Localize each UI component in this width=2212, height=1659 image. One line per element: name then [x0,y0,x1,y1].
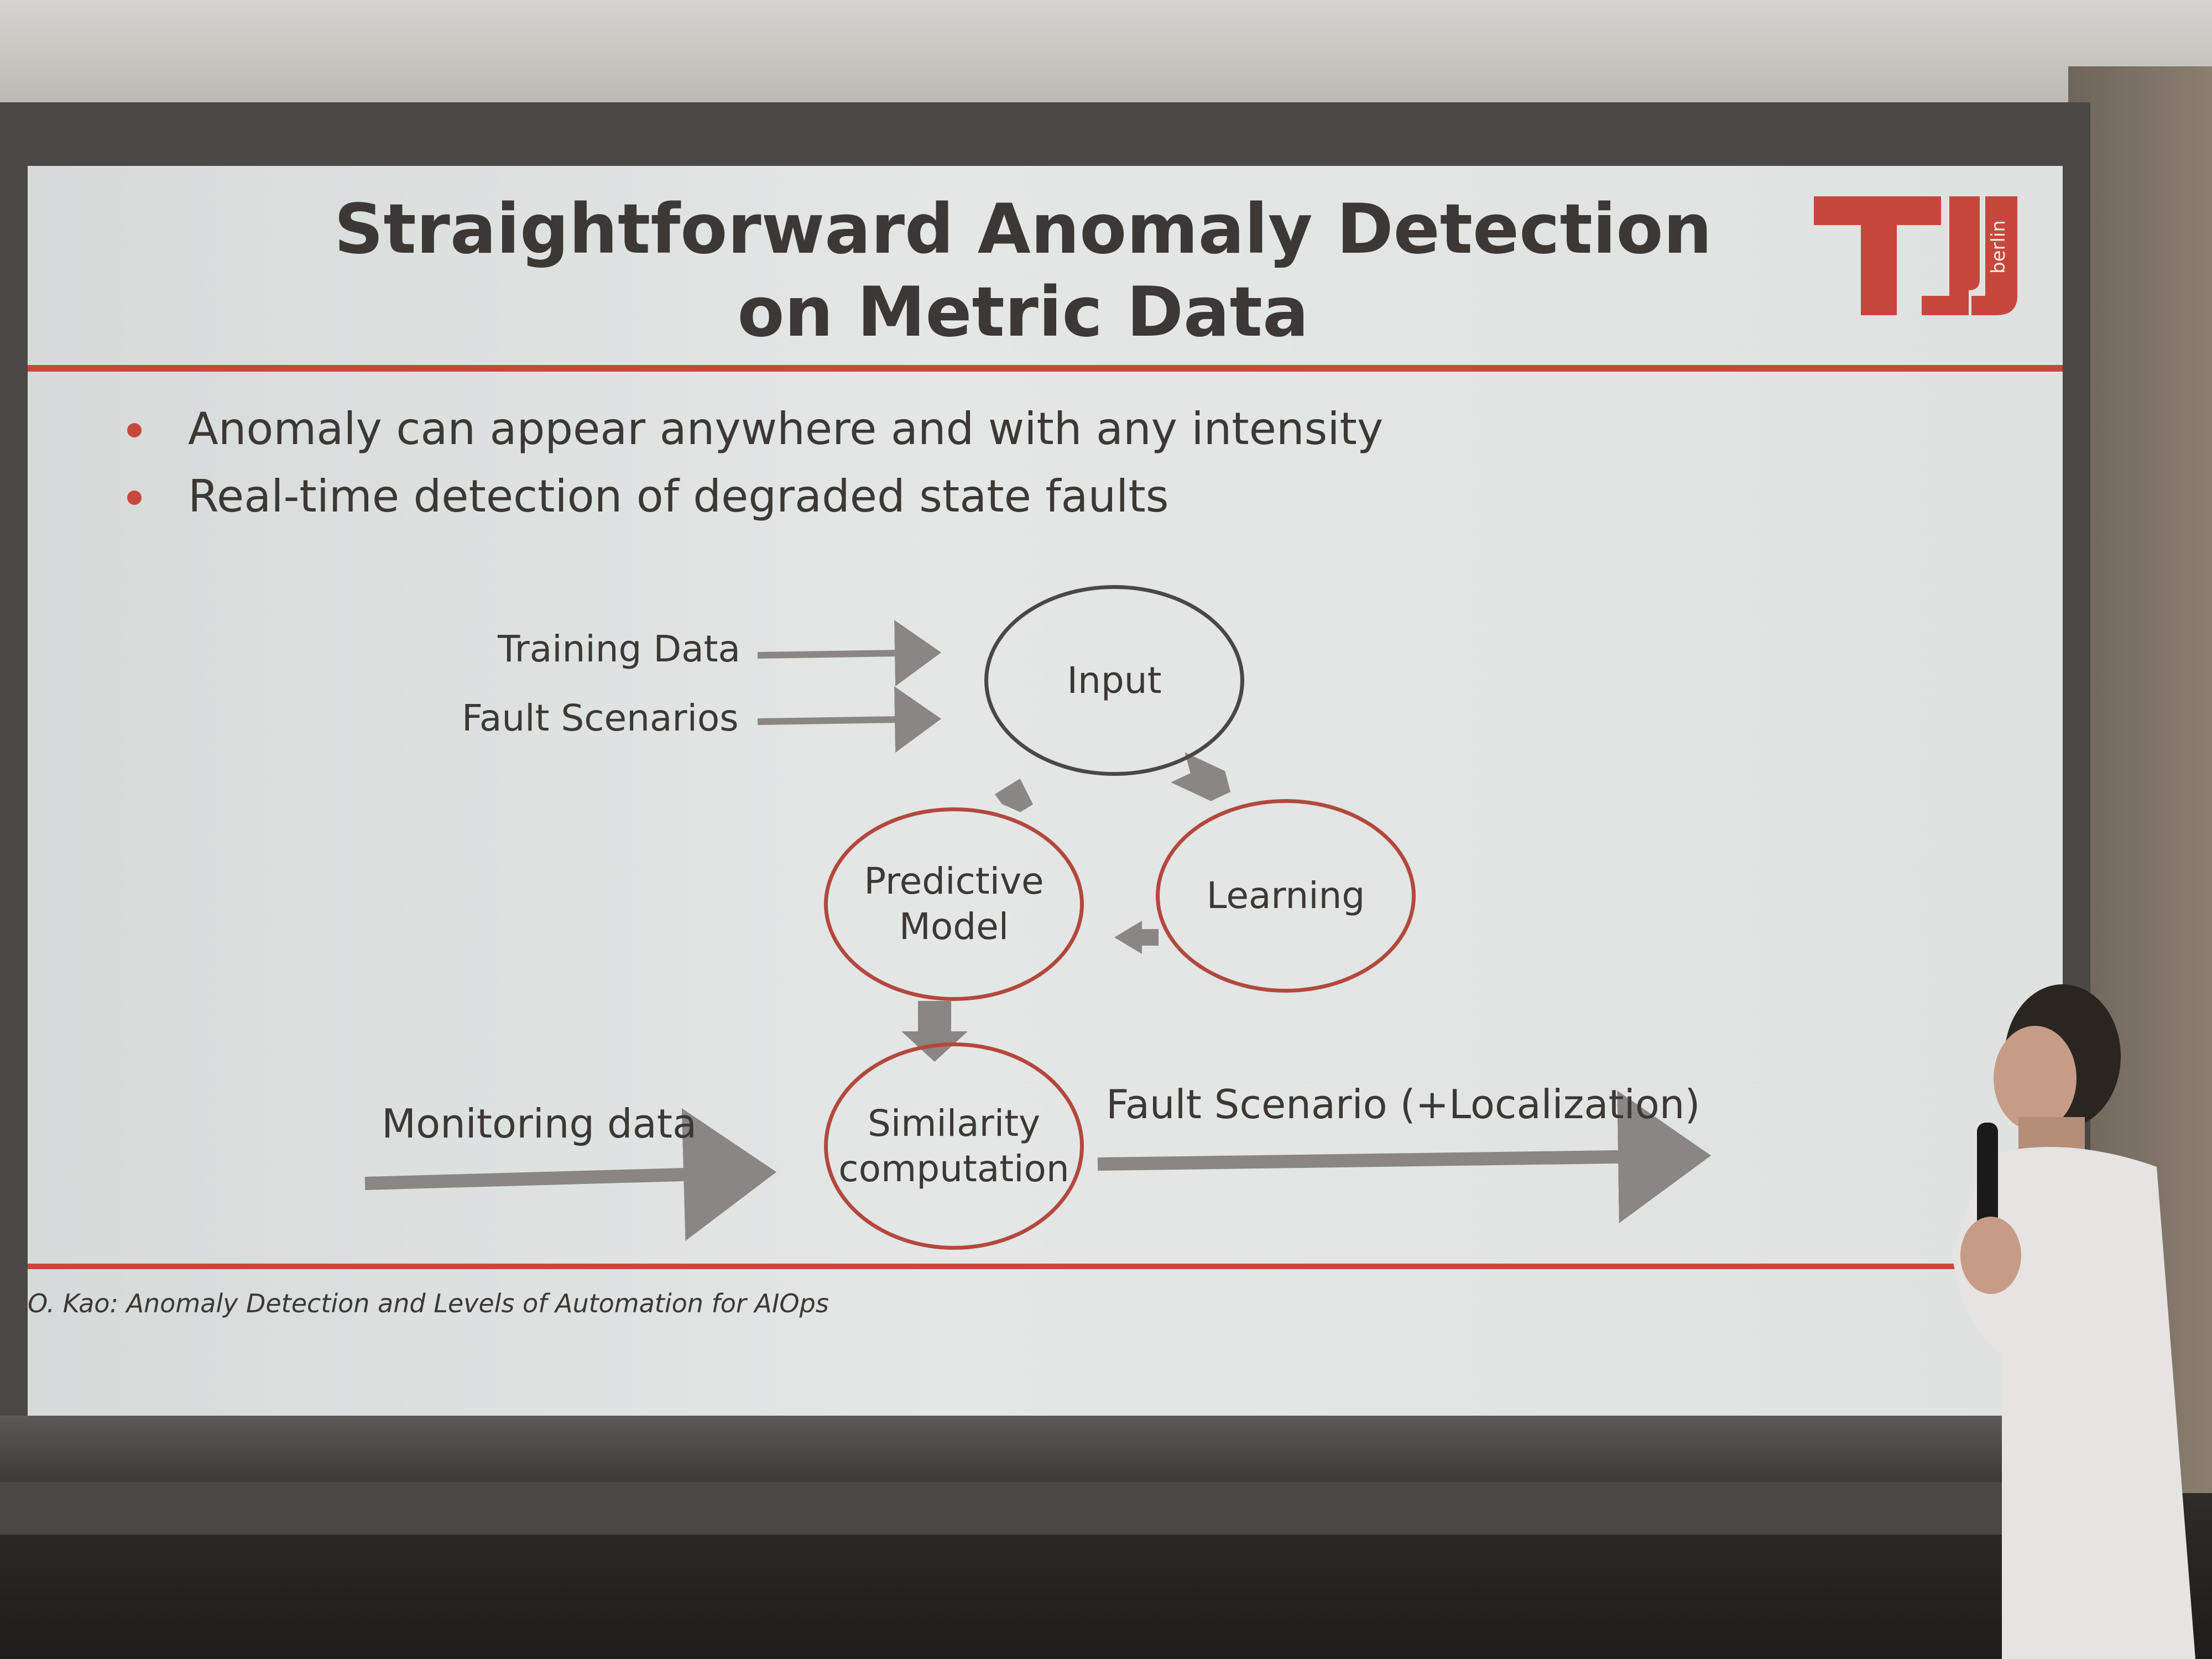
predictive-model-line2: Model [899,905,1009,948]
monitoring-data-arrow [364,1108,776,1241]
slide: Straightforward Anomaly Detection on Met… [28,166,2063,1416]
bullet-list: Anomaly can appear anywhere and with any… [127,395,1383,530]
output-arrow [1097,1091,1711,1223]
input-node: Input [984,585,1244,776]
predictive-model-line1: Predictive [864,860,1044,902]
learning-node: Learning [1156,799,1416,993]
bullet-text: Real-time detection of degraded state fa… [188,471,1169,522]
training-data-label: Training Data [498,628,740,670]
input-to-learning-arrow [1171,752,1231,801]
similarity-line1: Similarity [867,1102,1041,1145]
tu-berlin-logo: berlin [1814,196,2017,315]
output-label: Fault Scenario (+Localization) [1106,1081,1700,1128]
model-to-input-arrow [994,778,1034,812]
predictive-model-node: Predictive Model [824,807,1084,1001]
presenter [1952,984,2195,1659]
ceiling [0,0,2212,116]
screen-bottom-band [0,1416,2079,1482]
logo-text: berlin [1987,220,2010,274]
similarity-node-label: Similarity computation [838,1101,1069,1192]
learning-to-model-arrow [1114,921,1159,954]
anomaly-detection-diagram: Training Data Fault Scenarios Input Lear… [28,166,2063,1416]
title-divider [28,365,2063,372]
bullet-item: Anomaly can appear anywhere and with any… [127,395,1383,463]
similarity-line2: computation [838,1147,1070,1190]
bullet-dot-icon [127,423,142,437]
monitoring-data-label: Monitoring data [382,1100,697,1147]
bullet-text: Anomaly can appear anywhere and with any… [188,403,1384,455]
input-node-label: Input [1067,659,1162,702]
bullet-item: Real-time detection of degraded state fa… [127,463,1383,530]
slide-title: Straightforward Anomaly Detection on Met… [166,188,1880,354]
slide-title-line1: Straightforward Anomaly Detection [334,190,1712,269]
fault-scenarios-arrow [757,686,941,753]
similarity-computation-node: Similarity computation [824,1042,1084,1250]
diagram-arrows [364,620,1711,1241]
training-data-arrow [757,620,941,687]
learning-node-label: Learning [1206,874,1365,917]
slide-footer: O. Kao: Anomaly Detection and Levels of … [28,1288,829,1318]
bullet-dot-icon [127,491,142,505]
fault-scenarios-label: Fault Scenarios [462,697,739,739]
footer-divider [28,1264,2063,1269]
slide-title-line2: on Metric Data [737,273,1309,352]
predictive-model-node-label: Predictive Model [864,859,1044,950]
